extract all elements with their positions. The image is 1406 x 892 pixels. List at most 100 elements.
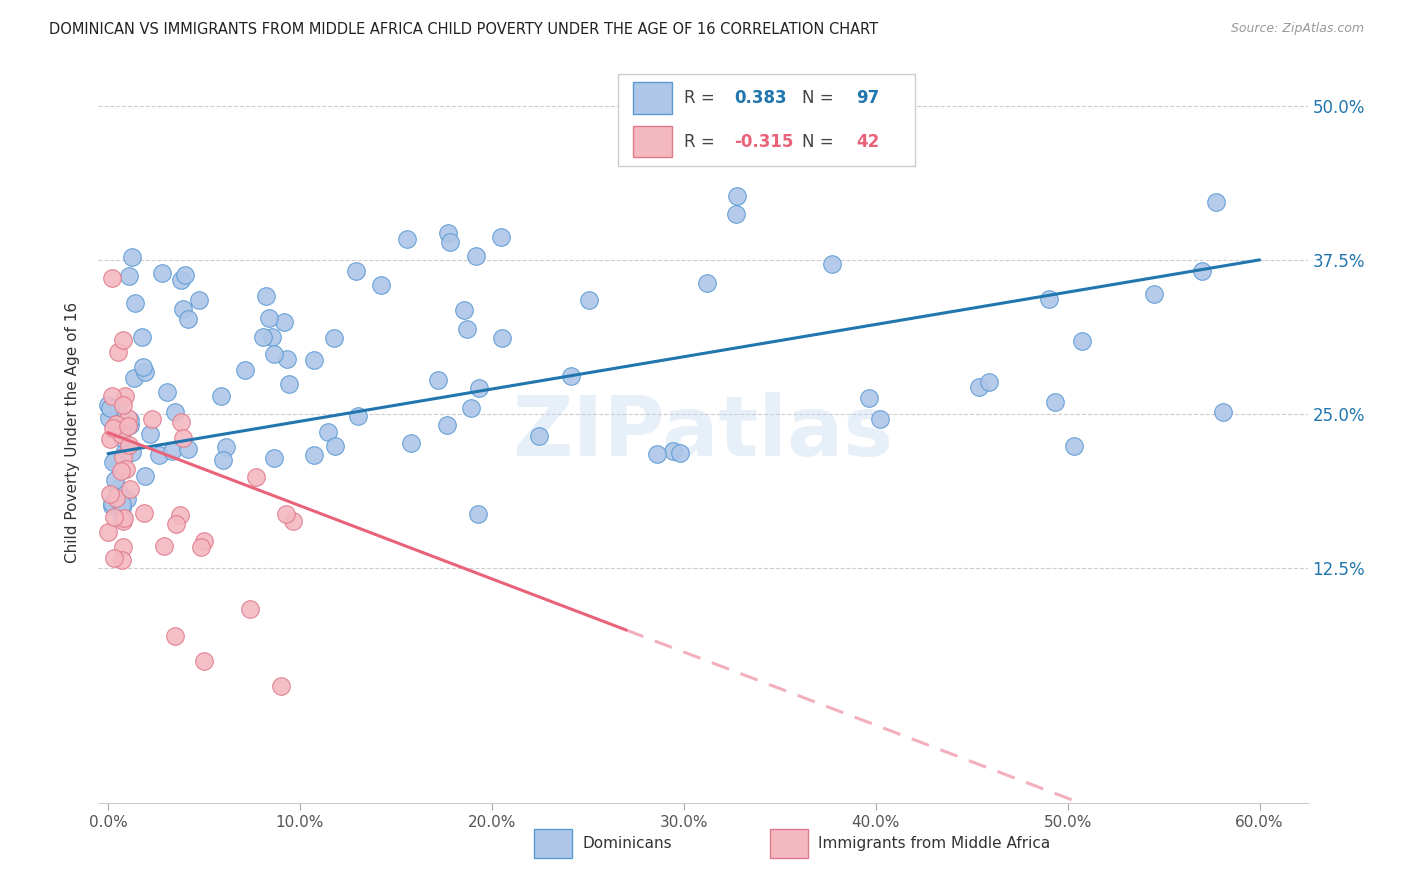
Point [662,443,685,458]
Point [263,347,285,361]
Point [346,409,368,423]
Point [215,440,238,454]
Point [110,464,132,478]
Point [111,540,134,554]
Point [120,418,142,433]
Point [107,421,129,435]
Text: Source: ZipAtlas.com: Source: ZipAtlas.com [1230,22,1364,36]
Point [155,384,177,399]
FancyBboxPatch shape [633,126,672,157]
Text: R =: R = [683,89,720,107]
Point [138,426,160,441]
Point [1191,264,1213,278]
Point [396,232,419,246]
Point [114,389,136,403]
Point [117,418,139,433]
Point [165,629,187,643]
Point [464,249,486,263]
Text: 42: 42 [856,133,880,151]
Text: -0.315: -0.315 [734,133,794,151]
Point [270,679,292,693]
Point [98,401,121,415]
Point [252,330,274,344]
Text: N =: N = [803,133,839,151]
Point [187,293,209,307]
Point [560,369,582,384]
Point [439,235,461,249]
Point [262,330,284,344]
Point [98,433,121,447]
Text: ZIPatlas: ZIPatlas [513,392,893,473]
Point [858,391,880,405]
Point [118,413,141,427]
Point [112,514,135,528]
Point [233,363,256,377]
Point [104,453,127,467]
Point [491,331,513,345]
Point [821,257,844,271]
Point [460,401,482,416]
Point [304,448,326,462]
Point [245,470,267,484]
Text: R =: R = [683,133,720,151]
Point [278,377,301,392]
Point [281,514,304,528]
Point [165,516,187,531]
FancyBboxPatch shape [534,829,572,858]
Point [121,445,143,459]
Point [436,418,458,433]
Point [112,450,135,464]
Point [1212,405,1234,419]
Point [668,446,690,460]
Text: 97: 97 [856,89,880,107]
Point [111,497,134,511]
Point [1143,286,1166,301]
Point [170,415,193,429]
Point [111,431,134,445]
FancyBboxPatch shape [633,82,672,113]
Point [141,412,163,426]
Point [323,439,346,453]
Point [104,417,127,431]
Point [193,534,215,549]
Point [177,442,200,457]
Point [370,277,392,292]
Point [111,512,134,526]
Point [977,376,1000,390]
Point [724,207,747,221]
Point [193,654,215,668]
Text: Dominicans: Dominicans [582,836,672,851]
Point [239,602,262,616]
Point [132,359,155,374]
Point [257,311,280,326]
Point [150,266,173,280]
Point [104,473,127,487]
Point [209,388,232,402]
Point [118,269,141,284]
Point [112,333,135,347]
Point [98,411,121,425]
Point [273,315,295,329]
Point [115,462,138,476]
Point [170,273,193,287]
Point [1045,394,1067,409]
Point [1038,292,1060,306]
Point [134,469,156,483]
Point [967,380,990,394]
Point [1063,439,1085,453]
Point [97,525,120,540]
Point [111,500,134,515]
Point [1070,334,1092,349]
Point [527,429,550,443]
Point [100,389,122,403]
Point [169,508,191,523]
Point [163,405,186,419]
Y-axis label: Child Poverty Under the Age of 16: Child Poverty Under the Age of 16 [65,302,80,563]
Point [467,381,489,395]
Point [104,491,127,505]
Point [114,444,136,458]
FancyBboxPatch shape [619,73,915,166]
Point [97,399,120,413]
Point [100,499,122,513]
Point [316,425,339,439]
